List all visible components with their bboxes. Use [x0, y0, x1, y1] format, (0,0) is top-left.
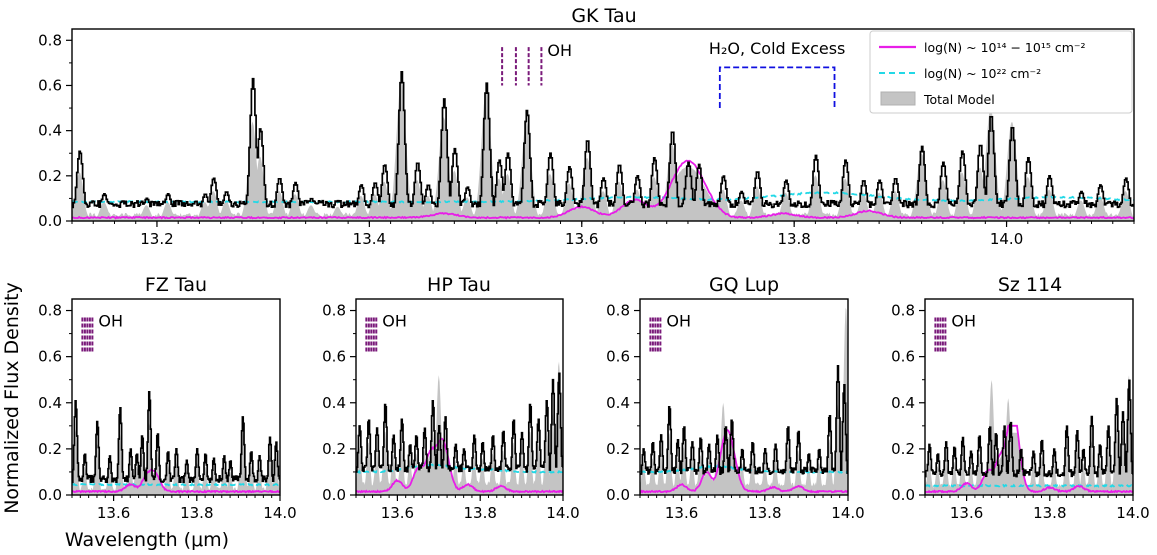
plot-area — [72, 390, 280, 495]
panel-sz-114: Sz 114 OH 13.6 13.8 14.0 0.0 0.2 0.4 0.6 0.8 — [891, 274, 1150, 522]
total-model-fill — [640, 307, 848, 495]
hot-component-line — [925, 424, 1133, 494]
observed-spectrum-line — [72, 390, 280, 484]
oh-label: OH — [98, 312, 123, 331]
panel-hp-tau: HP Tau OH 13.6 13.8 14.0 0.0 0.2 0.4 0.6 0.8 — [322, 274, 580, 522]
y-tick-label: 0.0 — [38, 486, 62, 504]
panel-title: GQ Lup — [709, 274, 779, 296]
x-tick-label: 14.0 — [1116, 504, 1149, 522]
y-tick-label: 0.4 — [322, 394, 346, 412]
x-tick-label: 13.8 — [463, 504, 496, 522]
cold-component-line — [925, 483, 1133, 488]
x-tick-label: 13.6 — [950, 504, 983, 522]
oh-label: OH — [382, 312, 407, 331]
legend-frame — [869, 30, 1133, 114]
y-tick-label: 0.8 — [606, 302, 630, 320]
observed-spectrum-line — [925, 379, 1133, 478]
y-tick-label: 0.2 — [322, 440, 346, 458]
axes-frame — [71, 298, 281, 496]
y-tick-label: 0.6 — [38, 76, 62, 94]
plot-area — [72, 71, 1134, 221]
x-tick-label: 13.8 — [1033, 504, 1066, 522]
y-tick-label: 0.8 — [891, 302, 915, 320]
y-tick-label: 0.0 — [606, 486, 630, 504]
x-tick-label: 14.0 — [546, 504, 579, 522]
x-tick-label: 14.0 — [831, 504, 864, 522]
legend-hot-label: log(N) ~ 10¹⁴ − 10¹⁵ cm⁻² — [924, 40, 1086, 55]
hot-component-line — [356, 437, 563, 494]
total-model-fill — [356, 361, 563, 495]
axes-frame — [639, 298, 849, 496]
y-tick-label: 0.2 — [891, 440, 915, 458]
y-tick-label: 0.6 — [891, 348, 915, 366]
plot-area — [925, 375, 1133, 495]
water-label: H₂O, Cold Excess — [709, 39, 845, 58]
axes-frame — [355, 298, 564, 496]
cold-component-line — [72, 191, 1134, 204]
x-axis-label: Wavelength (μm) — [65, 529, 229, 551]
panel-gk-tau: GK Tau OH H₂O, Cold Excess 13.2 13.4 13.6 13.… — [38, 5, 1135, 248]
panel-title: FZ Tau — [145, 274, 207, 296]
hot-component-line — [72, 468, 280, 494]
total-model-fill — [925, 375, 1133, 495]
observed-spectrum-line — [640, 365, 848, 476]
x-tick-label: 13.8 — [180, 504, 213, 522]
plot-area — [356, 361, 563, 495]
x-tick-label: 13.6 — [381, 504, 414, 522]
axes-frame — [924, 298, 1134, 496]
panel-title: GK Tau — [571, 5, 636, 27]
oh-label: OH — [666, 312, 691, 331]
y-tick-label: 0.2 — [38, 167, 62, 185]
y-tick-label: 0.4 — [38, 394, 62, 412]
y-tick-label: 0.8 — [38, 302, 62, 320]
y-axis-label: Normalized Flux Density — [1, 282, 23, 514]
x-tick-label: 13.6 — [565, 230, 598, 248]
y-tick-label: 0.6 — [38, 348, 62, 366]
x-tick-label: 13.2 — [140, 230, 173, 248]
x-tick-label: 13.6 — [97, 504, 130, 522]
legend-model-label: Total Model — [923, 92, 995, 107]
hot-component-line — [640, 428, 848, 494]
oh-label: OH — [547, 41, 572, 60]
plot-area — [640, 307, 848, 495]
y-tick-label: 0.6 — [322, 348, 346, 366]
legend-cold-label: log(N) ~ 10²² cm⁻² — [924, 66, 1041, 81]
observed-spectrum-line — [356, 372, 563, 473]
y-tick-label: 0.4 — [891, 394, 915, 412]
observed-spectrum-line — [72, 71, 1134, 209]
y-tick-label: 0.0 — [891, 486, 915, 504]
cold-component-line — [72, 482, 280, 487]
water-bracket — [718, 66, 836, 109]
y-tick-label: 0.2 — [38, 440, 62, 458]
x-tick-label: 13.6 — [665, 504, 698, 522]
x-tick-label: 13.4 — [353, 230, 386, 248]
legend: log(N) ~ 10¹⁴ − 10¹⁵ cm⁻² log(N) ~ 10²² … — [869, 30, 1133, 114]
x-tick-label: 14.0 — [990, 230, 1023, 248]
y-tick-label: 0.0 — [38, 212, 62, 230]
y-tick-label: 0.0 — [322, 486, 346, 504]
panel-title: Sz 114 — [998, 274, 1062, 296]
legend-model-swatch — [880, 91, 916, 106]
x-tick-label: 13.8 — [748, 504, 781, 522]
x-tick-label: 14.0 — [263, 504, 296, 522]
panel-fz-tau: FZ Tau OH 13.6 13.8 14.0 0.0 0.2 0.4 0.6 0.8 — [38, 274, 297, 522]
hot-component-line — [72, 159, 1134, 220]
y-tick-label: 0.4 — [606, 394, 630, 412]
total-model-fill — [72, 81, 1134, 221]
y-tick-label: 0.8 — [322, 302, 346, 320]
panel-title: HP Tau — [427, 274, 491, 296]
panel-gq-lup: GQ Lup OH 13.6 13.8 14.0 0.0 0.2 0.4 0.6 0.8 — [606, 274, 865, 522]
y-tick-label: 0.6 — [606, 348, 630, 366]
oh-label: OH — [951, 312, 976, 331]
y-tick-label: 0.2 — [606, 440, 630, 458]
x-tick-label: 13.8 — [777, 230, 810, 248]
y-tick-label: 0.4 — [38, 122, 62, 140]
total-model-fill — [72, 422, 280, 495]
y-tick-label: 0.8 — [38, 31, 62, 49]
